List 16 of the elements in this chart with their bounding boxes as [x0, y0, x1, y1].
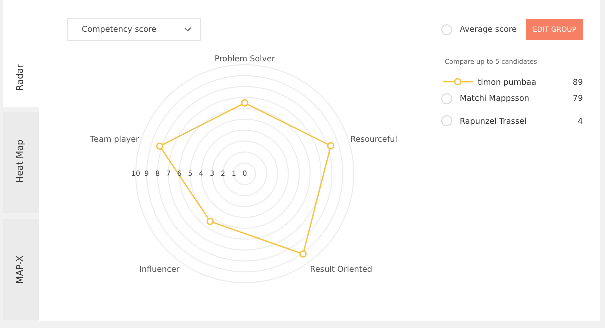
text: Average score [460, 25, 517, 34]
spoke-label: Team player [89, 134, 140, 144]
text: 4 [578, 117, 584, 126]
spoke-label: Problem Solver [214, 54, 276, 64]
text: Rapunzel Trassel [460, 117, 527, 126]
text: Matchi Mappsson [460, 94, 530, 103]
text: 89 [573, 78, 584, 87]
spoke-label: Influencer [140, 265, 180, 274]
spoke-label: Result Oriented [310, 265, 373, 274]
text: Radar [16, 64, 26, 91]
text: MAP-X [16, 256, 26, 284]
spoke-label: Resourceful [350, 134, 398, 144]
text: Heat Map [16, 140, 26, 183]
text: 79 [573, 94, 584, 103]
legend-label: timon pumbaa [478, 78, 537, 88]
text: Competency score [82, 25, 157, 34]
